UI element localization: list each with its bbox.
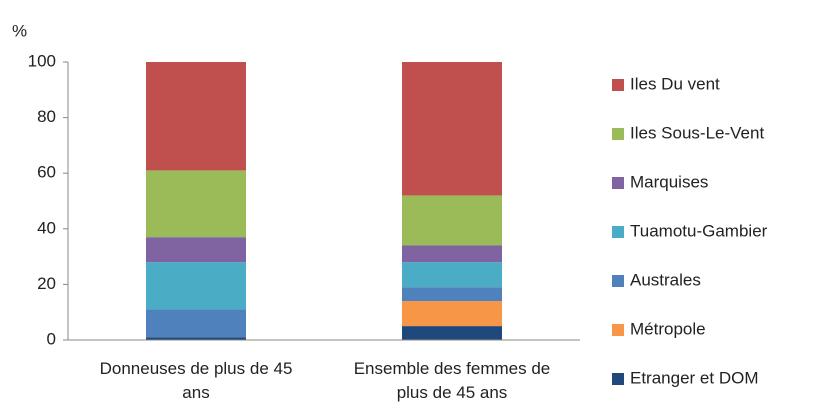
legend-label: Iles Sous-Le-Vent bbox=[630, 123, 764, 142]
legend-label: Australes bbox=[630, 270, 701, 289]
bar-segment bbox=[402, 195, 502, 246]
bar-segment bbox=[402, 326, 502, 340]
y-tick-label: 0 bbox=[47, 329, 56, 348]
y-axis-label: % bbox=[12, 21, 27, 40]
legend-swatch bbox=[612, 226, 624, 238]
legend-label: Iles Du vent bbox=[630, 74, 720, 93]
bar-segment bbox=[402, 62, 502, 196]
legend-swatch bbox=[612, 177, 624, 189]
legend-swatch bbox=[612, 275, 624, 287]
bar-segment bbox=[146, 237, 246, 263]
bar-segment bbox=[146, 62, 246, 171]
bar-segment bbox=[402, 262, 502, 288]
legend-label: Tuamotu-Gambier bbox=[630, 221, 768, 240]
bar-segment bbox=[146, 170, 246, 238]
y-tick-label: 40 bbox=[37, 218, 56, 237]
y-tick-label: 100 bbox=[28, 51, 56, 70]
y-tick-label: 60 bbox=[37, 163, 56, 182]
legend-swatch bbox=[612, 324, 624, 336]
bar-segment bbox=[146, 309, 246, 338]
x-tick-label: Ensemble des femmes de plus de 45 ans bbox=[354, 359, 551, 402]
legend-swatch bbox=[612, 373, 624, 385]
legend-swatch bbox=[612, 79, 624, 91]
bar-segment bbox=[146, 337, 246, 340]
legend-label: Marquises bbox=[630, 172, 708, 191]
y-tick-label: 20 bbox=[37, 274, 56, 293]
bar-segment bbox=[146, 262, 246, 310]
bar-segment bbox=[402, 287, 502, 302]
legend-swatch bbox=[612, 128, 624, 140]
bar-segment bbox=[402, 301, 502, 327]
legend-label: Etranger et DOM bbox=[630, 368, 759, 387]
legend-label: Métropole bbox=[630, 319, 706, 338]
bar-segment bbox=[402, 245, 502, 263]
y-tick-label: 80 bbox=[37, 107, 56, 126]
x-tick-label: Donneuses de plus de 45 ans bbox=[100, 359, 293, 402]
